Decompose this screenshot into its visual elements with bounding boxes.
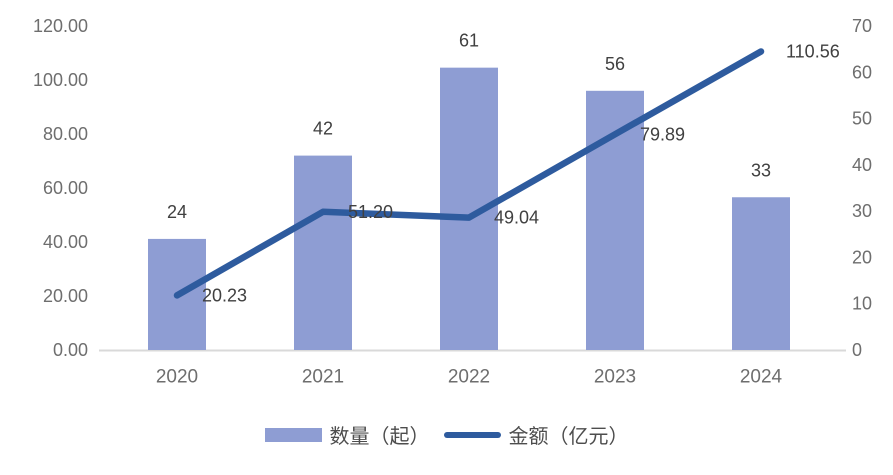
left-axis-tick-label: 60.00 — [43, 178, 88, 198]
bar-value-label-2023: 56 — [605, 54, 625, 74]
x-axis-label-2022: 2022 — [448, 367, 490, 388]
bar-2024 — [732, 197, 790, 350]
bar-2023 — [586, 90, 644, 351]
legend-item-bar-series: 数量（起） — [264, 420, 430, 449]
left-axis-tick-label: 80.00 — [43, 124, 88, 144]
legend-item-line-series: 金额（亿元） — [443, 420, 629, 449]
x-axis-label-2023: 2023 — [594, 367, 636, 388]
legend-label-bar-series: 数量（起） — [329, 426, 430, 448]
line-value-label-2023: 79.89 — [640, 124, 685, 144]
x-axis-label-2020: 2020 — [156, 367, 198, 388]
right-axis-tick-label: 20 — [852, 247, 872, 267]
right-axis-tick-label: 60 — [852, 62, 872, 82]
left-axis-tick-label: 100.00 — [33, 70, 88, 90]
bar-value-label-2020: 24 — [167, 202, 187, 222]
bar-value-label-2021: 42 — [313, 119, 333, 139]
bar-2021 — [294, 155, 352, 350]
right-axis-tick-label: 30 — [852, 201, 872, 221]
chart-legend: 数量（起） 金额（亿元） — [0, 420, 893, 449]
right-axis-tick-label: 70 — [852, 16, 872, 36]
left-axis-tick-label: 40.00 — [43, 232, 88, 252]
bar-value-label-2024: 33 — [751, 160, 771, 180]
bar-series-swatch-icon — [264, 427, 322, 442]
left-axis-tick-label: 20.00 — [43, 286, 88, 306]
x-axis-label-2024: 2024 — [740, 367, 783, 388]
line-value-label-2020: 20.23 — [202, 285, 247, 305]
line-value-label-2024: 110.56 — [786, 41, 840, 61]
x-axis-label-2021: 2021 — [302, 367, 344, 388]
right-axis-tick-label: 0 — [852, 340, 862, 360]
right-axis-tick-label: 10 — [852, 294, 872, 314]
right-axis-tick-label: 50 — [852, 109, 872, 129]
bar-value-label-2022: 61 — [459, 31, 479, 51]
line-value-label-2022: 49.04 — [494, 208, 539, 228]
left-axis-tick-label: 120.00 — [33, 16, 88, 36]
left-axis-tick-label: 0.00 — [53, 340, 88, 360]
line-value-label-2021: 51.20 — [348, 202, 393, 222]
right-axis-tick-label: 40 — [852, 155, 872, 175]
line-series-swatch-icon — [443, 431, 501, 438]
legend-label-line-series: 金额（亿元） — [508, 426, 629, 448]
line-series — [173, 48, 765, 299]
